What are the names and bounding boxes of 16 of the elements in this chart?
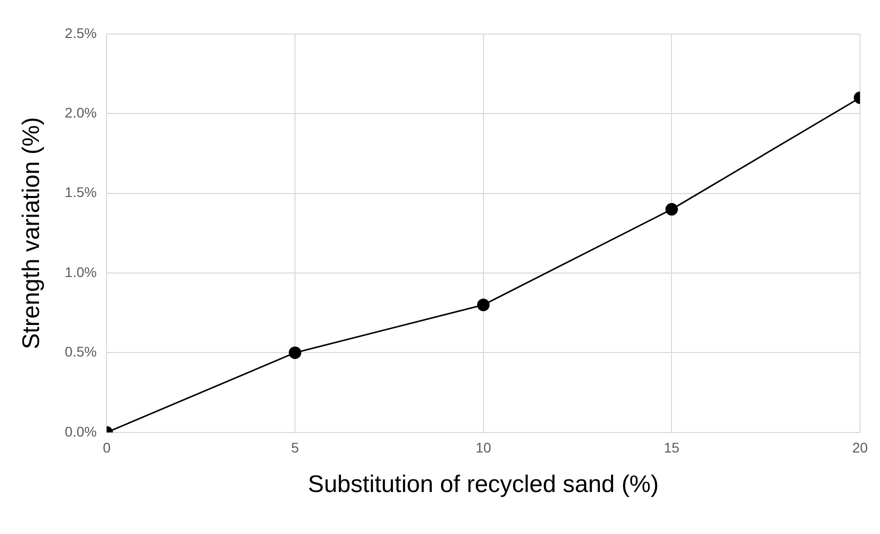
- x-tick-label: 10: [476, 440, 492, 456]
- y-tick-label: 1.5%: [64, 184, 97, 200]
- y-tick-label: 2.0%: [64, 104, 97, 121]
- point: [477, 298, 490, 312]
- x-tick-label: 20: [852, 440, 868, 456]
- y-tick-label: 0.0%: [64, 423, 97, 440]
- y-tick-label: 1.0%: [64, 264, 97, 280]
- x-axis-title: Substitution of recycled sand (%): [308, 471, 659, 498]
- point: [665, 203, 678, 216]
- y-axis-title: Strength variation (%): [18, 117, 46, 350]
- point: [288, 346, 302, 359]
- x-tick-label: 15: [664, 440, 680, 456]
- x-tick-label: 5: [291, 440, 300, 456]
- y-tick-label: 2.5%: [64, 24, 97, 41]
- y-tick-label: 0.5%: [64, 344, 97, 360]
- x-tick-label: 0: [102, 440, 111, 456]
